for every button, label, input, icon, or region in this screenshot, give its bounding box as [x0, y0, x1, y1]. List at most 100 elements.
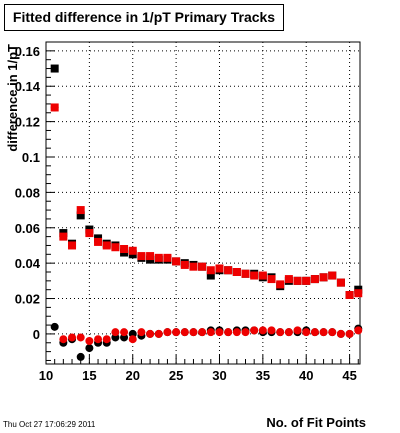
x-tick-label: 25 [169, 368, 183, 383]
data-point-square [293, 276, 302, 285]
y-axis-label: difference in 1/pT [5, 44, 20, 152]
x-tick-label: 20 [126, 368, 140, 383]
data-point-circle [94, 335, 103, 344]
x-axis-label: No. of Fit Points [266, 415, 366, 430]
y-tick-label: 0.04 [15, 256, 41, 271]
y-tick-labels: 0 0.02 0.04 0.06 0.08 0.1 0.12 0.14 0.16 [15, 44, 41, 342]
data-point-circle [189, 328, 198, 337]
data-point-square [336, 278, 345, 287]
data-point-circle [111, 328, 120, 337]
data-point-circle [224, 328, 233, 337]
data-point-circle [163, 328, 172, 337]
data-point-circle [128, 335, 137, 344]
data-point-circle [284, 328, 293, 337]
data-point-circle [258, 326, 267, 335]
data-point-square [189, 262, 198, 271]
data-point-square [180, 260, 189, 269]
data-point-square [154, 253, 163, 262]
data-point-circle [310, 328, 319, 337]
data-point-square [206, 266, 215, 275]
data-point-square [267, 275, 276, 284]
y-tick-label: 0.1 [22, 150, 40, 165]
data-point-circle [293, 326, 302, 335]
chart-title: Fitted difference in 1/pT Primary Tracks [4, 4, 284, 31]
data-point-circle [302, 328, 311, 337]
data-point-square [328, 271, 337, 280]
data-point-circle [319, 328, 328, 337]
data-point-square [258, 271, 267, 280]
data-point-circle [250, 326, 259, 335]
data-point-circle [345, 329, 354, 338]
data-point-square [310, 275, 319, 284]
data-point-square [215, 264, 224, 273]
data-point-square [276, 280, 285, 289]
plot-frame [45, 41, 361, 365]
data-point-square [50, 64, 59, 73]
data-point-circle [328, 328, 337, 337]
data-point-square [250, 271, 259, 280]
timestamp: Thu Oct 27 17:06:29 2011 [3, 420, 96, 429]
data-point-square [59, 232, 68, 241]
data-point-circle [154, 329, 163, 338]
data-point-square [206, 271, 215, 280]
data-point-square [85, 229, 94, 238]
data-point-square [319, 273, 328, 282]
data-point-circle [206, 328, 215, 337]
data-point-square [241, 269, 250, 278]
y-tick-label: 0.08 [15, 185, 40, 200]
data-point-circle [172, 328, 181, 337]
x-tick-label: 35 [256, 368, 270, 383]
data-point-square [163, 253, 172, 262]
data-point-circle [336, 329, 345, 338]
data-point-square [284, 275, 293, 284]
data-point-circle [354, 326, 363, 335]
data-point-circle [102, 335, 111, 344]
data-point-square [137, 252, 146, 261]
data-point-square [68, 241, 77, 250]
data-points [50, 64, 363, 361]
data-point-circle [276, 328, 285, 337]
data-point-circle [267, 326, 276, 335]
data-point-square [354, 289, 363, 298]
data-point-circle [76, 352, 85, 361]
data-point-circle [137, 328, 146, 337]
data-point-square [345, 291, 354, 299]
data-point-circle [215, 328, 224, 337]
axis-ticks [45, 41, 359, 364]
grid-lines [46, 42, 360, 364]
data-point-circle [85, 337, 94, 345]
data-point-square [198, 262, 207, 271]
data-point-circle [146, 329, 155, 338]
x-tick-labels: 10 15 20 25 30 35 40 45 [39, 368, 357, 383]
data-point-square [76, 211, 85, 220]
data-point-square [232, 268, 241, 276]
data-point-circle [180, 328, 189, 337]
x-tick-label: 15 [82, 368, 96, 383]
data-point-circle [241, 328, 250, 337]
data-point-square [76, 206, 85, 215]
y-tick-label: 0.14 [15, 79, 41, 94]
data-point-square [111, 243, 120, 252]
x-tick-label: 45 [342, 368, 356, 383]
x-tick-label: 30 [212, 368, 226, 383]
x-tick-label: 40 [299, 368, 313, 383]
data-point-square [172, 257, 181, 266]
x-tick-label: 10 [39, 368, 53, 383]
data-point-circle [85, 344, 94, 353]
y-tick-label: 0.12 [15, 115, 40, 130]
data-point-square [94, 237, 103, 246]
data-point-square [146, 252, 155, 261]
data-point-circle [68, 333, 77, 342]
data-point-square [224, 266, 233, 275]
data-point-circle [76, 333, 85, 342]
data-point-square [302, 276, 311, 285]
data-point-square [102, 241, 111, 250]
data-point-circle [232, 328, 241, 337]
y-tick-label: 0 [33, 327, 40, 342]
data-point-circle [198, 328, 207, 337]
data-point-square [120, 245, 129, 253]
y-tick-label: 0.06 [15, 221, 40, 236]
y-tick-label: 0.02 [15, 292, 40, 307]
data-point-circle [50, 103, 59, 112]
